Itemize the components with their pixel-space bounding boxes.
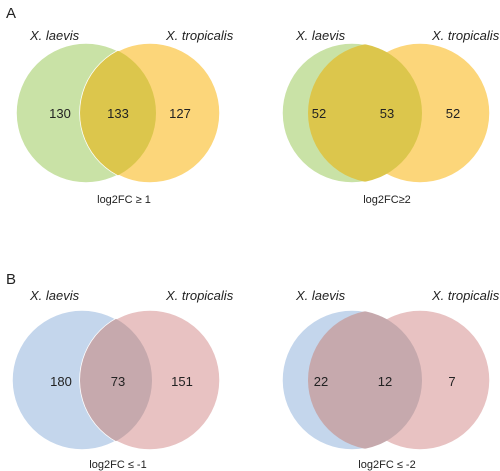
overlap-count: 53 — [380, 106, 394, 121]
right-only-count: 7 — [448, 374, 455, 389]
left-only-count: 180 — [50, 374, 72, 389]
right-set-name: X. tropicalis — [431, 288, 500, 303]
right-set-name: X. tropicalis — [431, 28, 500, 43]
venn-diagram-b1: X. laevis X. tropicalis 180 73 151 log2F… — [11, 288, 234, 471]
overlap-count: 133 — [107, 106, 129, 121]
overlap-region — [80, 310, 152, 450]
right-set-name: X. tropicalis — [165, 28, 234, 43]
overlap-count: 73 — [111, 374, 125, 389]
left-set-name: X. laevis — [29, 28, 80, 43]
overlap-region — [80, 43, 156, 183]
right-only-count: 151 — [171, 374, 193, 389]
left-only-count: 52 — [312, 106, 326, 121]
overlap-count: 12 — [378, 374, 392, 389]
venn-diagram-a2: X. laevis X. tropicalis 52 53 52 log2FC≥… — [281, 28, 500, 206]
right-only-count: 52 — [446, 106, 460, 121]
threshold-caption: log2FC ≤ -1 — [89, 459, 146, 471]
venn-diagram-b2: X. laevis X. tropicalis 22 12 7 log2FC ≤… — [281, 288, 500, 471]
left-only-count: 22 — [314, 374, 328, 389]
right-set-name: X. tropicalis — [165, 288, 234, 303]
threshold-caption: log2FC ≥ 1 — [97, 194, 151, 206]
left-set-name: X. laevis — [29, 288, 80, 303]
threshold-caption: log2FC ≤ -2 — [358, 459, 415, 471]
threshold-caption: log2FC≥2 — [363, 194, 411, 206]
panel-label-b: B — [6, 271, 16, 288]
left-set-name: X. laevis — [295, 288, 346, 303]
venn-diagram-a1: X. laevis X. tropicalis 130 133 127 log2… — [15, 28, 234, 206]
panel-label-a: A — [6, 5, 16, 22]
left-only-count: 130 — [49, 106, 71, 121]
left-set-name: X. laevis — [295, 28, 346, 43]
right-only-count: 127 — [169, 106, 191, 121]
